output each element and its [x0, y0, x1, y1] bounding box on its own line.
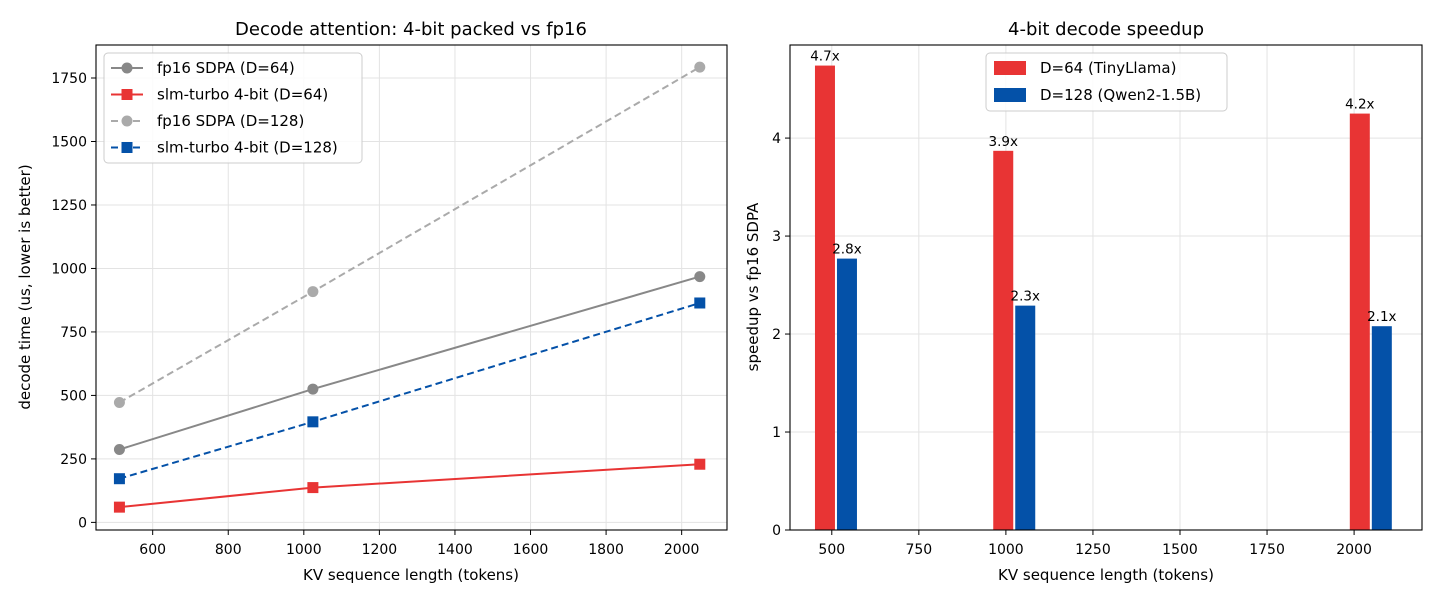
chart-title: 4-bit decode speedup	[1008, 19, 1204, 40]
y-tick-label: 1500	[51, 134, 87, 150]
chart-title: Decode attention: 4-bit packed vs fp16	[235, 19, 587, 40]
data-point	[694, 297, 706, 309]
legend-box	[103, 52, 363, 164]
y-tick-label: 2	[772, 327, 781, 343]
legend-label: fp16 SDPA (D=128)	[157, 112, 304, 130]
legend-label: fp16 SDPA (D=64)	[157, 59, 295, 77]
x-tick-label: 1000	[286, 542, 322, 558]
legend: fp16 SDPA (D=64) slm-turbo 4-bit (D=64) fp…	[103, 52, 363, 164]
plot-frame	[95, 44, 728, 531]
x-tick-label: 1750	[1249, 542, 1285, 558]
y-tick-label: 1250	[51, 198, 87, 214]
data-point	[113, 444, 125, 456]
bar-series-1: 4.7x 3.9x 4.2x	[810, 49, 1375, 531]
x-tick-label: 750	[905, 542, 932, 558]
bar-value-label: 2.8x	[832, 242, 861, 258]
data-point	[694, 271, 706, 283]
series-4	[113, 297, 706, 485]
x-tick-label: 800	[215, 542, 242, 558]
bar-series-2: 2.8x 2.3x 2.1x	[832, 242, 1397, 530]
data-point	[113, 473, 125, 485]
series-line	[119, 302, 701, 480]
bar-value-label: 3.9x	[989, 134, 1018, 150]
y-axis-label: speedup vs fp16 SDPA	[744, 202, 762, 371]
x-axis-label: KV sequence length (tokens)	[998, 566, 1214, 584]
series-3	[113, 61, 706, 409]
y-tick-label: 3	[772, 229, 781, 245]
data-point	[694, 458, 706, 470]
y-tick-label: 1000	[51, 261, 87, 277]
x-tick-label: 1800	[588, 542, 624, 558]
y-tick-label: 500	[60, 388, 87, 404]
data-point	[113, 501, 125, 513]
legend-marker	[121, 62, 133, 74]
legend-label: D=64 (TinyLlama)	[1040, 59, 1176, 77]
data-point	[307, 416, 319, 428]
data-point	[307, 383, 319, 395]
data-point	[113, 397, 125, 409]
data-point	[694, 61, 706, 73]
series-2	[113, 458, 706, 513]
grid-lines	[96, 45, 727, 530]
bar	[1015, 305, 1036, 530]
y-tick-label: 750	[60, 325, 87, 341]
series-1	[113, 271, 706, 456]
bar-value-label: 2.1x	[1367, 309, 1396, 325]
legend-label: slm-turbo 4-bit (D=64)	[157, 86, 328, 104]
series-line	[119, 463, 700, 509]
plot-frame	[789, 44, 1423, 531]
legend-label: D=128 (Qwen2-1.5B)	[1040, 86, 1201, 104]
x-axis-label: KV sequence length (tokens)	[303, 566, 519, 584]
grid-lines	[790, 45, 1422, 531]
x-tick-label: 1250	[1075, 542, 1111, 558]
bar	[1349, 113, 1370, 530]
bar	[836, 258, 857, 530]
bar	[1371, 326, 1392, 530]
legend: D=64 (TinyLlama) D=128 (Qwen2-1.5B)	[985, 52, 1228, 112]
x-tick-label: 1000	[988, 542, 1024, 558]
x-tick-label: 2000	[1336, 542, 1372, 558]
x-tick-label: 2000	[664, 542, 700, 558]
legend-marker	[121, 89, 133, 100]
x-tick-label: 1200	[362, 542, 398, 558]
legend-label: slm-turbo 4-bit (D=128)	[157, 139, 338, 157]
legend-swatch	[994, 88, 1026, 102]
y-axis-label: decode time (us, lower is better)	[16, 164, 34, 409]
x-tick-label: 1500	[1162, 542, 1198, 558]
legend-marker	[121, 115, 133, 127]
x-tick-label: 500	[818, 542, 845, 558]
legend-marker	[121, 142, 133, 153]
bar-value-label: 4.7x	[810, 49, 839, 65]
y-tick-label: 250	[60, 452, 87, 468]
y-tick-label: 0	[78, 515, 87, 531]
bar	[993, 150, 1014, 530]
bar	[814, 65, 835, 531]
x-tick-label: 1400	[437, 542, 473, 558]
legend-swatch	[994, 61, 1026, 75]
y-tick-label: 4	[772, 131, 781, 147]
bar-value-label: 4.2x	[1345, 97, 1374, 113]
left-chart: Decode attention: 4-bit packed vs fp16 K…	[16, 19, 728, 584]
x-tick-label: 600	[139, 542, 166, 558]
data-point	[307, 482, 319, 494]
right-chart: 4-bit decode speedup KV sequence length …	[744, 19, 1423, 584]
y-tick-label: 1750	[51, 71, 87, 87]
data-point	[307, 286, 319, 298]
y-tick-label: 1	[772, 425, 781, 441]
y-tick-label: 0	[772, 523, 781, 539]
series-line	[119, 275, 701, 451]
legend-box	[985, 52, 1228, 112]
x-tick-label: 1600	[513, 542, 549, 558]
bar-value-label: 2.3x	[1011, 289, 1040, 305]
